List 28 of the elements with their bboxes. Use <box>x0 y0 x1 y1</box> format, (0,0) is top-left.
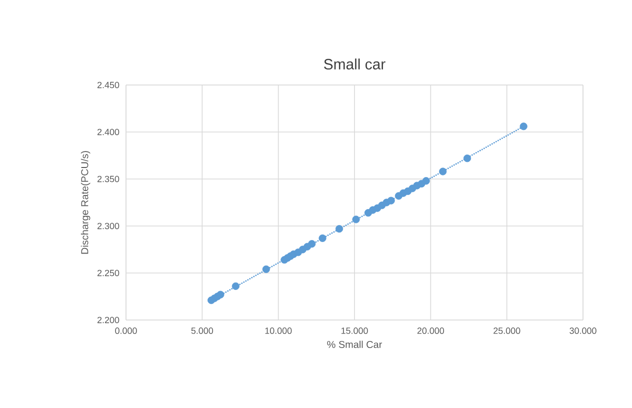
point <box>308 240 316 248</box>
y-tick-label: 2.450 <box>97 82 120 88</box>
point <box>387 196 395 204</box>
y-tick-label: 2.400 <box>97 128 120 136</box>
point <box>352 216 360 224</box>
x-tick-label: 15.000 <box>341 328 368 334</box>
point <box>520 122 528 130</box>
point <box>463 154 472 162</box>
point <box>439 168 447 176</box>
y-tick-label: 2.350 <box>97 176 120 182</box>
x-tick-label: 5.000 <box>191 328 214 334</box>
x-tick-label: 30.000 <box>570 328 596 334</box>
y-axis-title: Discharge Rate(PCU/s) <box>80 151 90 254</box>
point <box>232 282 240 290</box>
x-tick-label: 0.000 <box>115 328 137 334</box>
x-tick-label: 20.000 <box>417 328 444 334</box>
point <box>216 290 224 298</box>
y-tick-label: 2.300 <box>97 222 120 230</box>
point <box>318 234 326 242</box>
x-tick-label: 25.000 <box>494 328 520 334</box>
y-tick-label: 2.200 <box>97 316 120 324</box>
point <box>422 177 430 185</box>
y-tick-label: 2.250 <box>97 270 120 276</box>
point <box>262 265 270 274</box>
point <box>335 225 344 233</box>
x-axis-title: % Small Car <box>327 340 382 348</box>
x-tick-label: 10.000 <box>265 328 292 334</box>
chart-title: Small car <box>324 58 386 70</box>
